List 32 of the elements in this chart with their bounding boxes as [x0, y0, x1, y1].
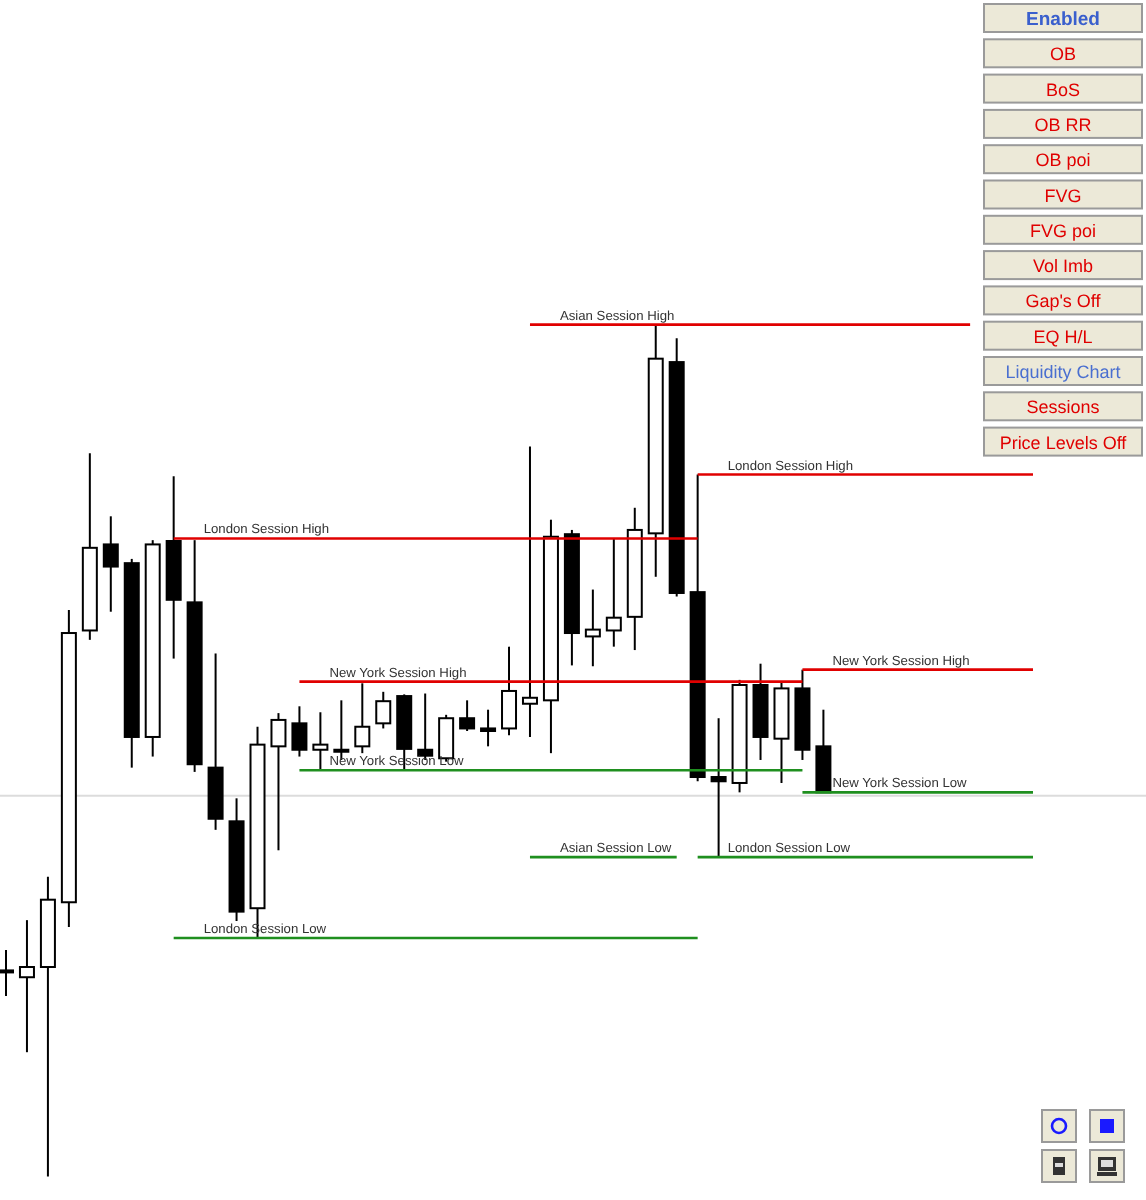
annotation: Liquidity Chart — [1005, 362, 1122, 382]
candlestick — [375, 690, 392, 730]
text: FVG — [1044, 185, 1082, 206]
text: Enabled — [1026, 9, 1101, 31]
candlestick — [501, 645, 518, 737]
candlestick — [459, 699, 476, 732]
candlestick — [102, 515, 119, 613]
annotation: Price Levels Off — [999, 432, 1128, 453]
candlestick — [521, 445, 538, 738]
annotation: EQ H/L — [1033, 326, 1093, 347]
text: OB RR — [1034, 114, 1093, 135]
annotation: Sessions — [1026, 397, 1101, 418]
button[interactable] — [983, 3, 1143, 33]
candlestick — [605, 537, 622, 648]
text: OB poi — [1035, 150, 1091, 171]
text: OB — [1049, 44, 1077, 65]
candlestick — [18, 919, 35, 1054]
candlestick — [480, 708, 497, 748]
button[interactable] — [1041, 1109, 1077, 1143]
text: Gap's Off — [1025, 291, 1102, 312]
candlestick — [270, 712, 287, 852]
candlestick — [312, 711, 329, 772]
text: BoS — [1045, 79, 1081, 100]
candlestick — [815, 708, 832, 794]
candlestick — [0, 948, 14, 997]
candlestick — [291, 705, 308, 758]
button[interactable] — [983, 108, 1143, 139]
candlestick — [354, 682, 371, 755]
text: Vol Imb — [1032, 256, 1094, 277]
text: FVG poi — [1029, 220, 1097, 241]
candlestick — [710, 717, 727, 859]
candlestick — [584, 588, 601, 668]
